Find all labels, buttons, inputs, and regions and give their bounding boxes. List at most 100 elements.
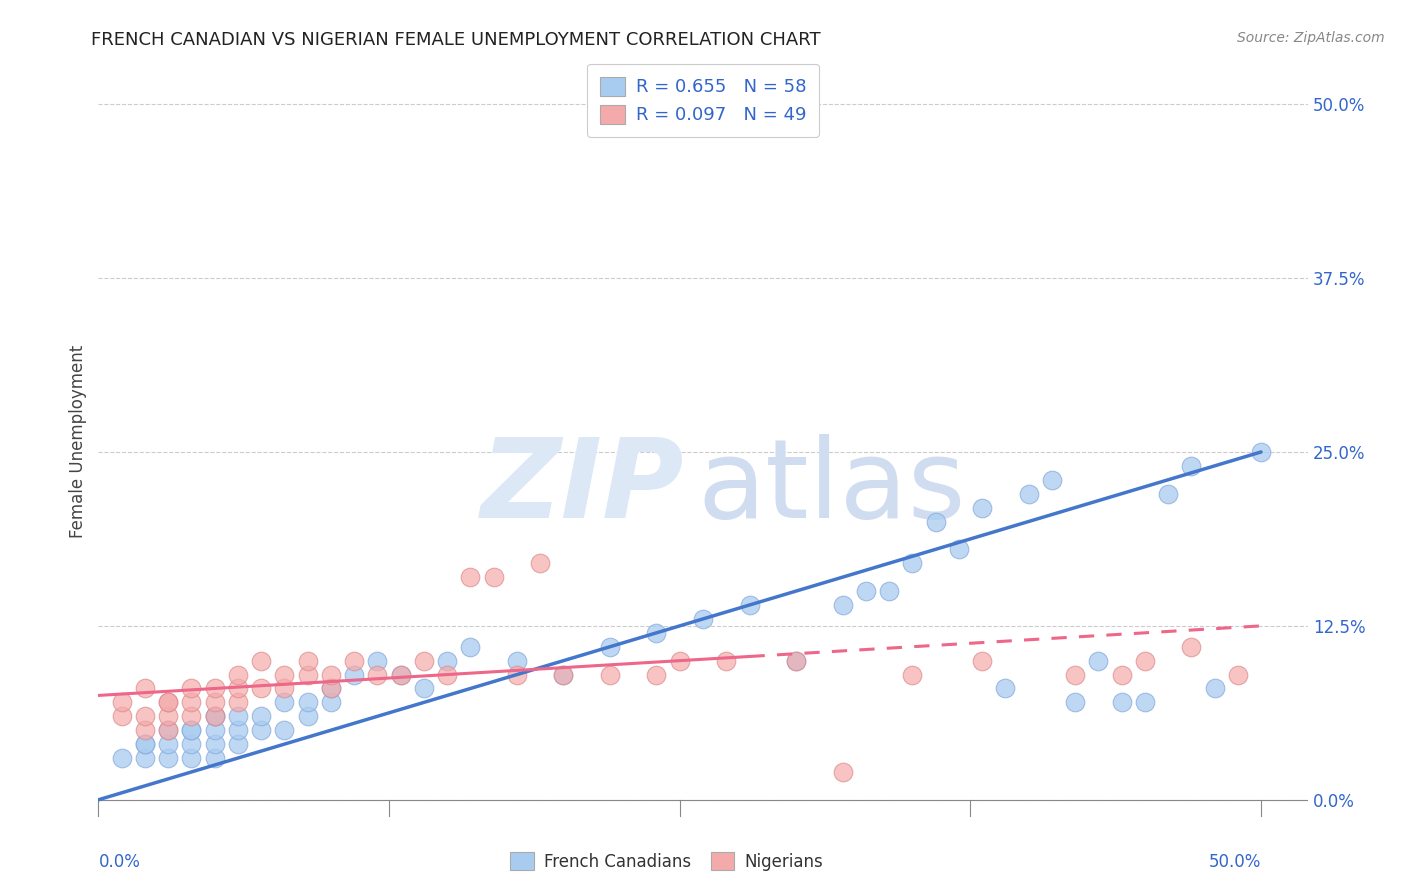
Point [831, 598, 853, 612]
Point [831, 764, 853, 779]
Point [716, 654, 738, 668]
Point [506, 667, 529, 681]
Point [460, 570, 482, 584]
Point [506, 654, 529, 668]
Point [970, 500, 993, 515]
Point [157, 737, 180, 751]
Point [297, 695, 319, 709]
Point [319, 681, 342, 696]
Text: FRENCH CANADIAN VS NIGERIAN FEMALE UNEMPLOYMENT CORRELATION CHART: FRENCH CANADIAN VS NIGERIAN FEMALE UNEMP… [91, 31, 821, 49]
Point [226, 681, 249, 696]
Point [970, 654, 993, 668]
Point [668, 654, 690, 668]
Y-axis label: Female Unemployment: Female Unemployment [69, 345, 87, 538]
Text: Source: ZipAtlas.com: Source: ZipAtlas.com [1237, 31, 1385, 45]
Point [692, 612, 714, 626]
Text: 50.0%: 50.0% [1209, 853, 1261, 871]
Point [994, 681, 1017, 696]
Point [297, 667, 319, 681]
Point [366, 667, 388, 681]
Point [226, 709, 249, 723]
Point [1180, 458, 1202, 473]
Point [924, 515, 946, 529]
Point [157, 709, 180, 723]
Point [855, 584, 877, 599]
Point [877, 584, 900, 599]
Point [1204, 681, 1226, 696]
Point [413, 654, 436, 668]
Point [1133, 695, 1156, 709]
Point [250, 723, 273, 738]
Point [180, 723, 202, 738]
Point [436, 667, 458, 681]
Point [157, 723, 180, 738]
Point [157, 695, 180, 709]
Point [785, 654, 807, 668]
Point [319, 667, 342, 681]
Point [111, 695, 134, 709]
Point [553, 667, 575, 681]
Point [1064, 695, 1087, 709]
Point [366, 654, 388, 668]
Point [204, 723, 226, 738]
Point [785, 654, 807, 668]
Point [134, 737, 156, 751]
Point [180, 681, 202, 696]
Point [297, 654, 319, 668]
Point [273, 723, 295, 738]
Point [180, 695, 202, 709]
Point [529, 556, 551, 570]
Point [111, 751, 134, 765]
Point [180, 709, 202, 723]
Point [157, 751, 180, 765]
Point [482, 570, 505, 584]
Point [273, 695, 295, 709]
Point [1111, 667, 1133, 681]
Point [1111, 695, 1133, 709]
Point [599, 640, 621, 654]
Point [599, 667, 621, 681]
Text: ZIP: ZIP [481, 434, 685, 541]
Point [134, 723, 156, 738]
Point [134, 709, 156, 723]
Point [645, 625, 668, 640]
Point [343, 667, 366, 681]
Point [134, 751, 156, 765]
Text: atlas: atlas [697, 434, 966, 541]
Point [297, 709, 319, 723]
Point [226, 737, 249, 751]
Text: 0.0%: 0.0% [98, 853, 141, 871]
Point [204, 709, 226, 723]
Point [319, 681, 342, 696]
Point [273, 681, 295, 696]
Point [204, 751, 226, 765]
Point [389, 667, 412, 681]
Point [157, 723, 180, 738]
Point [250, 709, 273, 723]
Point [1180, 640, 1202, 654]
Point [180, 723, 202, 738]
Point [413, 681, 436, 696]
Point [1226, 667, 1249, 681]
Point [319, 695, 342, 709]
Point [901, 556, 924, 570]
Point [460, 640, 482, 654]
Point [180, 751, 202, 765]
Legend: French Canadians, Nigerians: French Canadians, Nigerians [501, 842, 832, 880]
Point [738, 598, 761, 612]
Point [134, 681, 156, 696]
Point [1018, 486, 1040, 500]
Point [1087, 654, 1109, 668]
Point [204, 737, 226, 751]
Point [226, 723, 249, 738]
Point [111, 709, 134, 723]
Point [157, 695, 180, 709]
Point [901, 667, 924, 681]
Point [204, 681, 226, 696]
Point [948, 542, 970, 557]
Point [1064, 667, 1087, 681]
Point [645, 667, 668, 681]
Point [250, 681, 273, 696]
Point [226, 667, 249, 681]
Point [273, 667, 295, 681]
